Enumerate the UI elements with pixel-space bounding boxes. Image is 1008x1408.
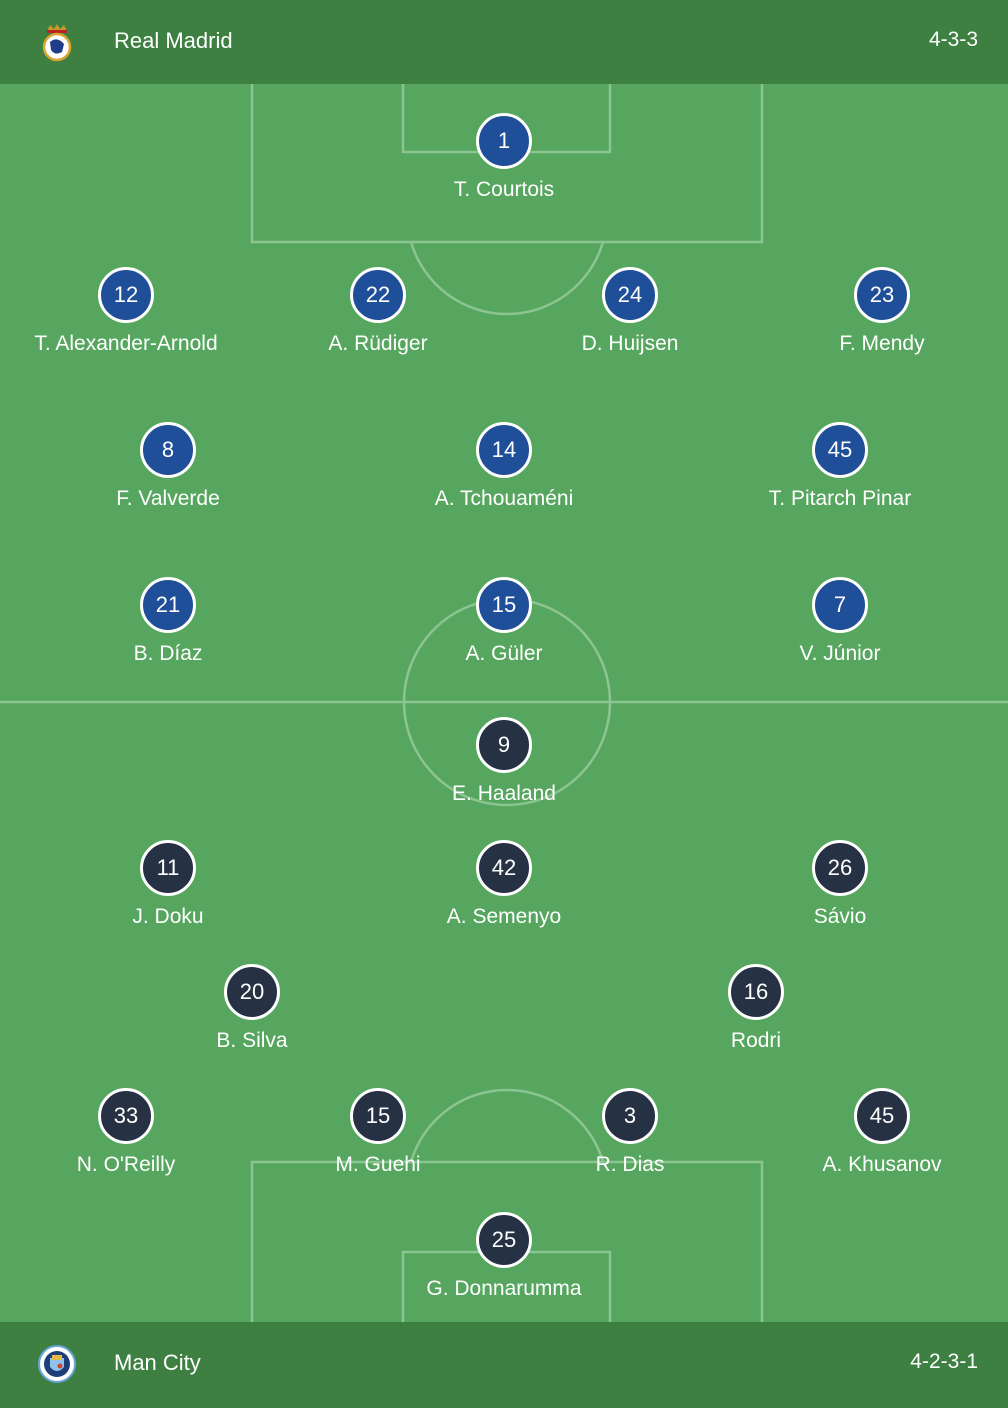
player-number-badge: 12 (98, 267, 154, 323)
bottom-penalty-box (250, 1160, 764, 1322)
player-number-badge: 26 (812, 840, 868, 896)
player-name: T. Pitarch Pinar (768, 487, 912, 510)
away-team-header: Man City 4-2-3-1 (0, 1322, 1008, 1408)
real-madrid-crest-icon (42, 24, 72, 62)
home-player[interactable]: 21 B. Díaz (38, 577, 298, 666)
manchester-city-crest-icon (38, 1345, 76, 1383)
player-name: A. Semenyo (446, 905, 562, 928)
player-number-badge: 45 (812, 422, 868, 478)
bottom-penalty-arc (409, 1088, 605, 1163)
top-penalty-box (250, 84, 764, 244)
player-name: B. Silva (216, 1029, 288, 1052)
away-player[interactable]: 25 G. Donnarumma (374, 1212, 634, 1301)
player-name: J. Doku (132, 905, 204, 928)
away-player[interactable]: 3 R. Dias (500, 1088, 760, 1177)
away-player[interactable]: 45 A. Khusanov (752, 1088, 1008, 1177)
player-number-badge: 22 (350, 267, 406, 323)
home-player[interactable]: 7 V. Júnior (710, 577, 970, 666)
away-player[interactable]: 11 J. Doku (38, 840, 298, 929)
away-player[interactable]: 9 E. Haaland (374, 717, 634, 806)
player-number-badge: 8 (140, 422, 196, 478)
home-player[interactable]: 45 T. Pitarch Pinar (710, 422, 970, 511)
away-team-name: Man City (114, 1350, 201, 1375)
home-player[interactable]: 15 A. Güler (374, 577, 634, 666)
away-player[interactable]: 20 B. Silva (122, 964, 382, 1053)
player-number-badge: 9 (476, 717, 532, 773)
player-number-badge: 15 (350, 1088, 406, 1144)
home-team-header: Real Madrid 4-3-3 (0, 0, 1008, 84)
player-name: Rodri (730, 1029, 782, 1052)
player-number-badge: 3 (602, 1088, 658, 1144)
player-number-badge: 1 (476, 113, 532, 169)
away-player[interactable]: 42 A. Semenyo (374, 840, 634, 929)
player-number-badge: 24 (602, 267, 658, 323)
away-player[interactable]: 16 Rodri (626, 964, 886, 1053)
player-name: D. Huijsen (581, 332, 679, 355)
player-number-badge: 15 (476, 577, 532, 633)
player-name: A. Güler (465, 642, 543, 665)
player-name: T. Alexander-Arnold (34, 332, 218, 355)
player-number-badge: 7 (812, 577, 868, 633)
player-name: Sávio (813, 905, 867, 928)
away-formation: 4-2-3-1 (910, 1350, 978, 1373)
player-name: B. Díaz (133, 642, 203, 665)
player-number-badge: 25 (476, 1212, 532, 1268)
home-formation: 4-3-3 (928, 28, 978, 51)
player-name: F. Mendy (839, 332, 925, 355)
player-number-badge: 16 (728, 964, 784, 1020)
player-number-badge: 33 (98, 1088, 154, 1144)
player-name: A. Tchouaméni (434, 487, 574, 510)
player-name: R. Dias (595, 1153, 665, 1176)
player-number-badge: 21 (140, 577, 196, 633)
player-name: T. Courtois (453, 178, 555, 201)
home-player[interactable]: 14 A. Tchouaméni (374, 422, 634, 511)
home-player[interactable]: 23 F. Mendy (752, 267, 1008, 356)
home-player[interactable]: 1 T. Courtois (374, 113, 634, 202)
player-number-badge: 23 (854, 267, 910, 323)
player-number-badge: 20 (224, 964, 280, 1020)
player-name: A. Khusanov (822, 1153, 942, 1176)
home-team-name: Real Madrid (114, 28, 233, 53)
home-player[interactable]: 22 A. Rüdiger (248, 267, 508, 356)
player-number-badge: 45 (854, 1088, 910, 1144)
home-player[interactable]: 8 F. Valverde (38, 422, 298, 511)
player-name: G. Donnarumma (426, 1277, 582, 1300)
player-name: A. Rüdiger (328, 332, 428, 355)
player-name: V. Júnior (799, 642, 881, 665)
player-name: F. Valverde (116, 487, 220, 510)
player-name: M. Guehi (335, 1153, 421, 1176)
player-number-badge: 14 (476, 422, 532, 478)
player-name: E. Haaland (452, 782, 556, 805)
top-penalty-arc (409, 241, 605, 316)
player-number-badge: 11 (140, 840, 196, 896)
away-player[interactable]: 26 Sávio (710, 840, 970, 929)
player-number-badge: 42 (476, 840, 532, 896)
away-player[interactable]: 15 M. Guehi (248, 1088, 508, 1177)
away-player[interactable]: 33 N. O'Reilly (0, 1088, 256, 1177)
player-name: N. O'Reilly (76, 1153, 176, 1176)
home-player[interactable]: 12 T. Alexander-Arnold (0, 267, 256, 356)
home-player[interactable]: 24 D. Huijsen (500, 267, 760, 356)
